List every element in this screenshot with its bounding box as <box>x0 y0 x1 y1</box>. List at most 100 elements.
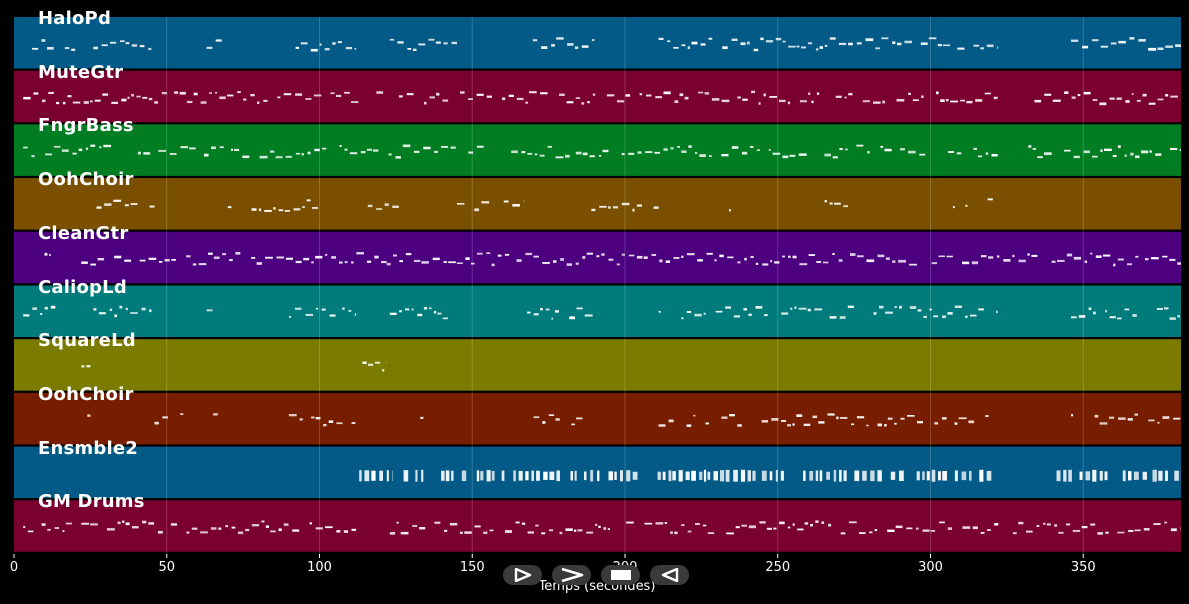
note <box>1138 39 1146 42</box>
note <box>127 96 130 99</box>
tick-label: 50 <box>158 560 176 575</box>
note <box>790 307 793 310</box>
note <box>1018 521 1024 525</box>
note <box>374 361 381 364</box>
note <box>799 100 807 103</box>
note <box>1085 471 1091 481</box>
note <box>461 470 467 481</box>
note <box>417 313 423 317</box>
note <box>295 152 300 155</box>
note <box>505 530 512 533</box>
note <box>897 42 902 46</box>
note <box>1068 469 1072 482</box>
note <box>653 206 659 209</box>
note <box>673 257 680 259</box>
fast-forward-button[interactable] <box>552 565 591 585</box>
note <box>104 203 112 206</box>
note <box>270 150 275 153</box>
rewind-button[interactable] <box>650 565 689 585</box>
note <box>549 529 554 532</box>
note <box>1026 530 1033 533</box>
note <box>602 149 609 153</box>
note <box>411 308 414 311</box>
note <box>476 93 484 96</box>
note <box>441 146 449 148</box>
note <box>368 363 374 366</box>
note <box>945 99 949 102</box>
note <box>639 93 643 96</box>
note <box>85 147 89 150</box>
note <box>476 252 483 255</box>
note <box>930 530 936 532</box>
note <box>577 529 583 532</box>
note <box>620 470 623 482</box>
note <box>406 93 414 96</box>
note <box>896 99 905 102</box>
note <box>351 528 357 531</box>
note <box>351 101 359 103</box>
note <box>1169 258 1176 261</box>
note <box>356 252 364 255</box>
track-notes <box>96 198 993 212</box>
note <box>606 94 615 97</box>
note <box>832 156 838 159</box>
note <box>372 149 379 152</box>
note <box>811 100 814 104</box>
note <box>1064 149 1071 152</box>
note <box>459 531 463 534</box>
note <box>209 92 212 94</box>
note <box>987 198 993 201</box>
note <box>130 203 138 205</box>
note <box>586 252 593 255</box>
note <box>451 41 457 45</box>
play-button[interactable] <box>503 565 542 585</box>
note <box>674 100 679 103</box>
note <box>1092 469 1097 482</box>
note <box>796 414 803 417</box>
note <box>943 44 950 47</box>
note <box>884 424 887 427</box>
note <box>1134 413 1138 416</box>
note <box>789 154 796 157</box>
note <box>1099 102 1107 106</box>
note <box>211 146 216 150</box>
note <box>591 39 595 41</box>
stop-button[interactable] <box>601 565 640 585</box>
note <box>491 263 495 267</box>
note <box>565 528 573 531</box>
note <box>531 470 534 481</box>
note <box>102 93 109 96</box>
note <box>781 420 786 422</box>
note <box>1051 260 1056 263</box>
note <box>1143 528 1150 531</box>
note <box>965 204 968 207</box>
note <box>720 470 725 482</box>
note <box>947 527 952 530</box>
note <box>208 252 213 255</box>
note <box>402 144 411 148</box>
note <box>424 101 427 105</box>
note <box>243 98 247 101</box>
note <box>344 261 348 264</box>
note <box>536 470 540 481</box>
note <box>598 155 602 157</box>
note <box>476 145 484 148</box>
note <box>332 42 336 45</box>
track-lane <box>14 231 1181 284</box>
note <box>1032 148 1037 150</box>
note <box>237 531 244 535</box>
note <box>985 152 989 155</box>
note <box>419 527 426 530</box>
note <box>980 532 985 534</box>
note <box>957 47 965 50</box>
note <box>143 152 151 155</box>
note <box>866 424 869 427</box>
note <box>643 256 648 259</box>
note <box>566 101 574 104</box>
note <box>796 45 800 48</box>
note <box>1044 93 1052 96</box>
note <box>539 154 545 157</box>
note <box>1079 471 1083 480</box>
note <box>435 41 441 44</box>
